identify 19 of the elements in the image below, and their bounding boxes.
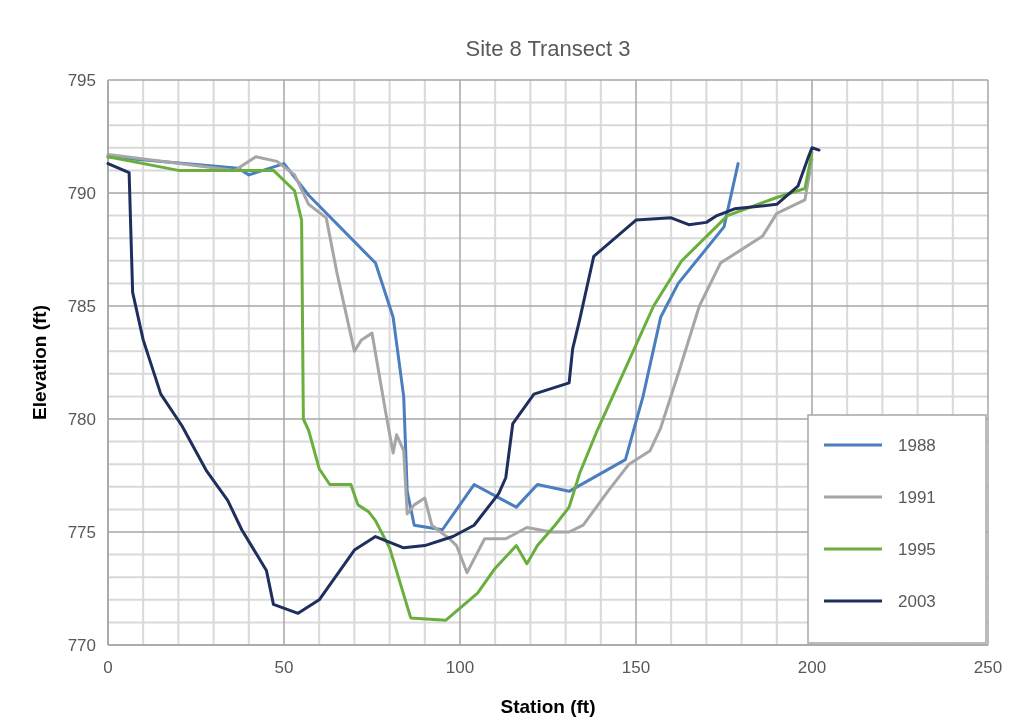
y-axis-title: Elevation (ft) <box>29 304 50 421</box>
x-tick-label: 150 <box>621 658 651 677</box>
y-tick-label: 780 <box>67 410 96 429</box>
y-tick-label: 770 <box>67 636 96 655</box>
y-tick-label: 785 <box>67 297 96 316</box>
legend-label: 1995 <box>898 540 936 559</box>
x-axis-title: Station (ft) <box>500 696 596 717</box>
legend-label: 1988 <box>898 436 936 455</box>
x-tick-label: 0 <box>103 658 113 677</box>
x-tick-label: 250 <box>973 658 1003 677</box>
x-tick-label: 100 <box>445 658 475 677</box>
y-tick-label: 775 <box>67 523 96 542</box>
x-tick-label: 50 <box>274 658 294 677</box>
y-tick-label: 790 <box>67 184 96 203</box>
legend-label: 1991 <box>898 488 936 507</box>
chart-title: Site 8 Transect 3 <box>465 36 631 61</box>
y-tick-label: 795 <box>67 71 96 90</box>
legend-label: 2003 <box>898 592 936 611</box>
x-tick-label: 200 <box>797 658 827 677</box>
